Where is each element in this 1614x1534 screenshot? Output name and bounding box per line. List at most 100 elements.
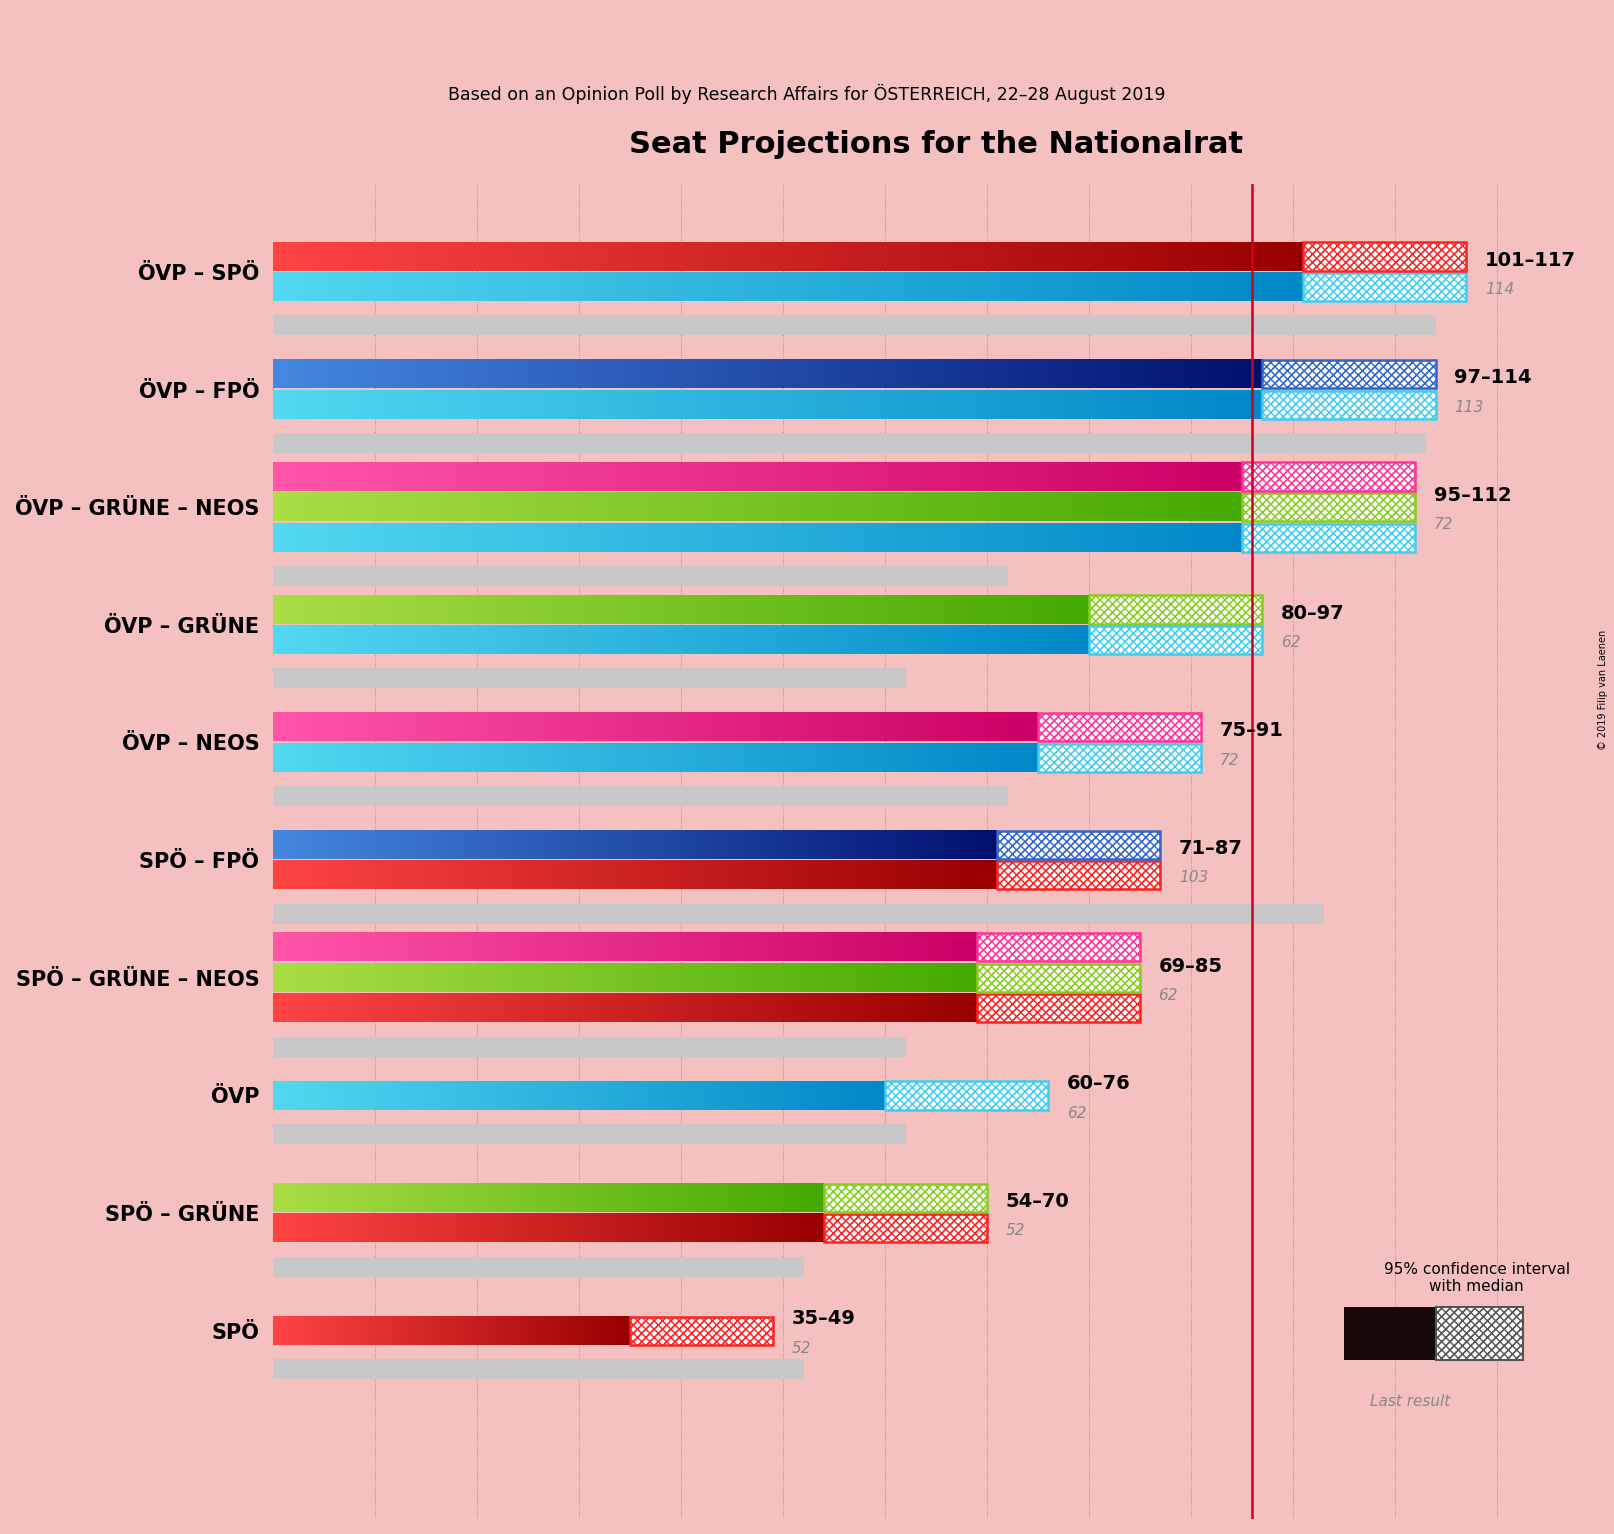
Bar — [976, 933, 1139, 962]
Bar — [825, 1215, 988, 1243]
Bar — [1089, 595, 1262, 624]
Text: 52: 52 — [791, 1341, 810, 1356]
Bar — [825, 1215, 988, 1243]
Bar — [1243, 462, 1415, 491]
Bar — [1302, 273, 1467, 301]
Bar — [1038, 713, 1201, 741]
Bar — [1302, 242, 1467, 270]
Bar — [1302, 242, 1467, 270]
Bar — [976, 963, 1139, 992]
Bar — [1262, 360, 1436, 388]
Text: Based on an Opinion Poll by Research Affairs for ÖSTERREICH, 22–28 August 2019: Based on an Opinion Poll by Research Aff… — [449, 84, 1165, 104]
Text: 113: 113 — [1454, 400, 1483, 414]
Text: 95–112: 95–112 — [1433, 486, 1511, 505]
Bar — [1243, 492, 1415, 522]
Bar — [1262, 391, 1436, 419]
Bar — [825, 1215, 988, 1243]
Bar — [997, 831, 1160, 859]
Text: 71–87: 71–87 — [1178, 839, 1243, 858]
Bar — [1089, 626, 1262, 653]
Bar — [997, 862, 1160, 890]
Bar — [273, 904, 1323, 923]
Bar — [884, 1081, 1049, 1109]
Text: 72: 72 — [1433, 517, 1453, 532]
Bar — [1089, 626, 1262, 653]
Bar — [997, 831, 1160, 859]
Bar — [1302, 273, 1467, 301]
Bar — [273, 1037, 905, 1057]
Bar — [629, 1316, 773, 1345]
Text: 69–85: 69–85 — [1159, 957, 1222, 976]
Bar — [976, 963, 1139, 992]
Bar — [1262, 360, 1436, 388]
Bar — [884, 1081, 1049, 1109]
Bar — [1262, 391, 1436, 419]
Bar — [976, 963, 1139, 992]
Text: 75–91: 75–91 — [1220, 721, 1283, 741]
Bar — [976, 994, 1139, 1023]
Bar — [1436, 1307, 1522, 1361]
Text: Last result: Last result — [1370, 1394, 1451, 1408]
Bar — [976, 994, 1139, 1023]
Text: 95% confidence interval
with median: 95% confidence interval with median — [1383, 1261, 1570, 1295]
Text: 62: 62 — [1159, 988, 1178, 1003]
Bar — [1436, 1307, 1522, 1361]
Bar — [1262, 360, 1436, 388]
Bar — [1436, 1307, 1522, 1361]
Text: 97–114: 97–114 — [1454, 368, 1532, 387]
Bar — [629, 1316, 773, 1345]
Bar — [273, 1124, 905, 1144]
Text: 80–97: 80–97 — [1282, 603, 1344, 623]
Bar — [997, 862, 1160, 890]
Bar — [1243, 523, 1415, 552]
Bar — [825, 1184, 988, 1212]
Bar — [1089, 626, 1262, 653]
Title: Seat Projections for the Nationalrat: Seat Projections for the Nationalrat — [629, 130, 1243, 160]
Bar — [1262, 360, 1436, 388]
Bar — [1243, 462, 1415, 491]
Bar — [976, 963, 1139, 992]
Bar — [1262, 391, 1436, 419]
Bar — [1302, 273, 1467, 301]
Bar — [1243, 492, 1415, 522]
Bar — [976, 994, 1139, 1023]
Bar — [997, 862, 1160, 890]
Bar — [1038, 713, 1201, 741]
Text: 52: 52 — [1006, 1223, 1025, 1238]
Bar — [1038, 713, 1201, 741]
Bar — [273, 316, 1436, 336]
Bar — [884, 1081, 1049, 1109]
Bar — [1243, 462, 1415, 491]
Bar — [1089, 595, 1262, 624]
Bar — [825, 1184, 988, 1212]
Text: 103: 103 — [1178, 870, 1209, 885]
Bar — [1302, 273, 1467, 301]
Bar — [1089, 626, 1262, 653]
Text: © 2019 Filip van Laenen: © 2019 Filip van Laenen — [1598, 630, 1608, 750]
Text: 54–70: 54–70 — [1006, 1192, 1068, 1210]
Bar — [1038, 713, 1201, 741]
Bar — [997, 831, 1160, 859]
Bar — [1089, 595, 1262, 624]
Bar — [273, 433, 1425, 453]
Bar — [884, 1081, 1049, 1109]
Bar — [997, 831, 1160, 859]
Bar — [976, 933, 1139, 962]
Bar — [976, 933, 1139, 962]
Bar — [976, 933, 1139, 962]
Text: 62: 62 — [1282, 635, 1301, 650]
Bar — [1243, 462, 1415, 491]
Bar — [629, 1316, 773, 1345]
Bar — [273, 669, 905, 689]
Bar — [1302, 242, 1467, 270]
Bar — [1038, 744, 1201, 772]
Bar — [1262, 391, 1436, 419]
Bar — [825, 1184, 988, 1212]
Bar — [1344, 1307, 1436, 1361]
Text: 101–117: 101–117 — [1485, 250, 1575, 270]
Bar — [1243, 492, 1415, 522]
Bar — [629, 1316, 773, 1345]
Bar — [1089, 595, 1262, 624]
Bar — [1243, 523, 1415, 552]
Bar — [1302, 242, 1467, 270]
